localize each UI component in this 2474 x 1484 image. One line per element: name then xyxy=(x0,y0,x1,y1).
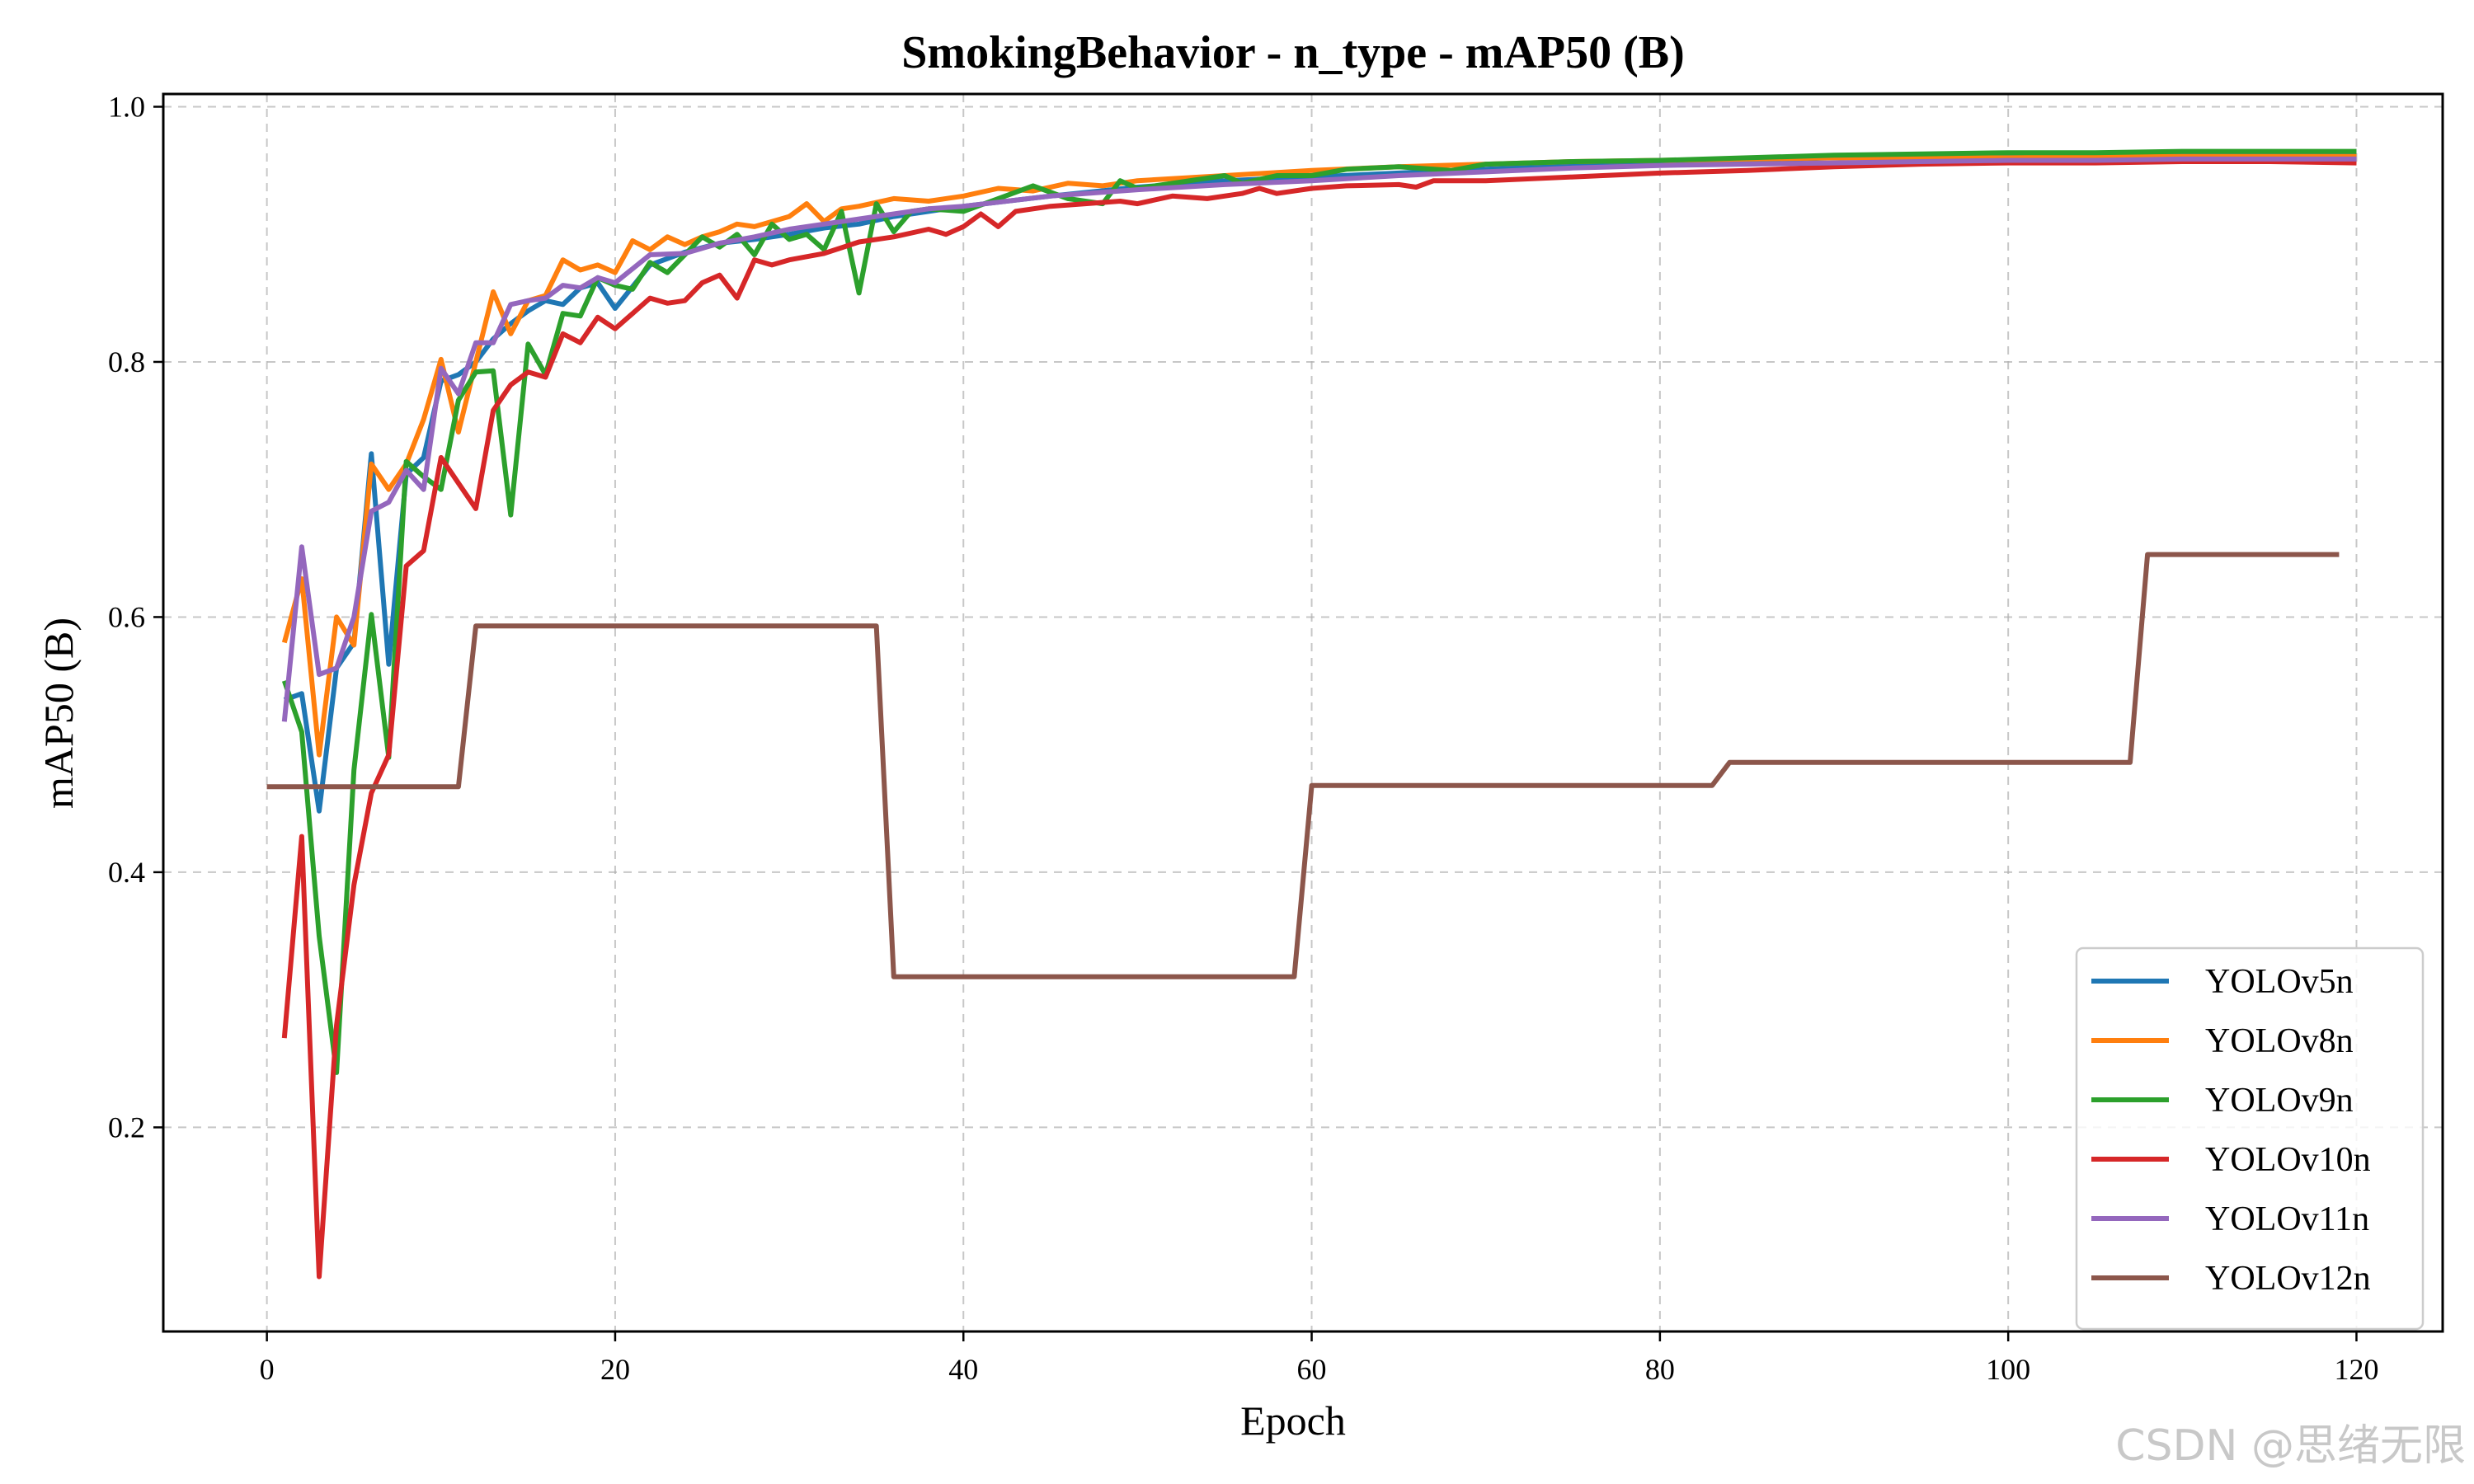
series-line-yolov11n xyxy=(281,156,2357,722)
y-axis-label: mAP50 (B) xyxy=(35,618,82,809)
axes-frame xyxy=(162,92,2444,1333)
legend-label-yolov8n: YOLOv8n xyxy=(2205,1022,2354,1060)
x-tick-label: 100 xyxy=(1986,1353,2030,1386)
x-tick-label: 20 xyxy=(600,1353,630,1386)
chart-title: SmokingBehavior - n_type - mAP50 (B) xyxy=(901,27,1684,78)
legend-label-yolov5n: YOLOv5n xyxy=(2205,963,2354,1001)
x-tick-label: 120 xyxy=(2334,1353,2378,1386)
x-tick-label: 0 xyxy=(260,1353,275,1386)
y-tick-label: 0.2 xyxy=(108,1111,145,1144)
legend-label-yolov10n: YOLOv10n xyxy=(2205,1141,2371,1179)
x-tick-label: 80 xyxy=(1645,1353,1675,1386)
y-tick-label: 0.6 xyxy=(108,600,145,633)
x-tick-label: 40 xyxy=(948,1353,978,1386)
y-tick-label: 0.4 xyxy=(108,856,145,889)
watermark: CSDN @思绪无限 xyxy=(2115,1421,2466,1471)
legend-frame xyxy=(2075,946,2425,1331)
legend: YOLOv5n YOLOv8n YOLOv9n YOLOv10n YOLOv11n YOL… xyxy=(2075,946,2425,1331)
y-tick-label: 0.8 xyxy=(108,345,145,378)
series-line-yolov10n xyxy=(281,159,2357,1280)
legend-label-yolov11n: YOLOv11n xyxy=(2205,1200,2369,1238)
series-line-yolov9n xyxy=(281,148,2357,1075)
x-tick-label: 60 xyxy=(1297,1353,1327,1386)
legend-label-yolov9n: YOLOv9n xyxy=(2205,1082,2354,1120)
x-axis-label: Epoch xyxy=(1240,1397,1346,1444)
series-layer xyxy=(266,148,2357,1280)
series-line-yolov12n xyxy=(266,552,2340,979)
y-tick-label: 1.0 xyxy=(108,90,145,123)
ticks: 0 20 40 60 80 100 120 0.2 0.4 0.6 0.8 1.0 xyxy=(108,90,2378,1386)
legend-label-yolov12n: YOLOv12n xyxy=(2205,1260,2371,1298)
